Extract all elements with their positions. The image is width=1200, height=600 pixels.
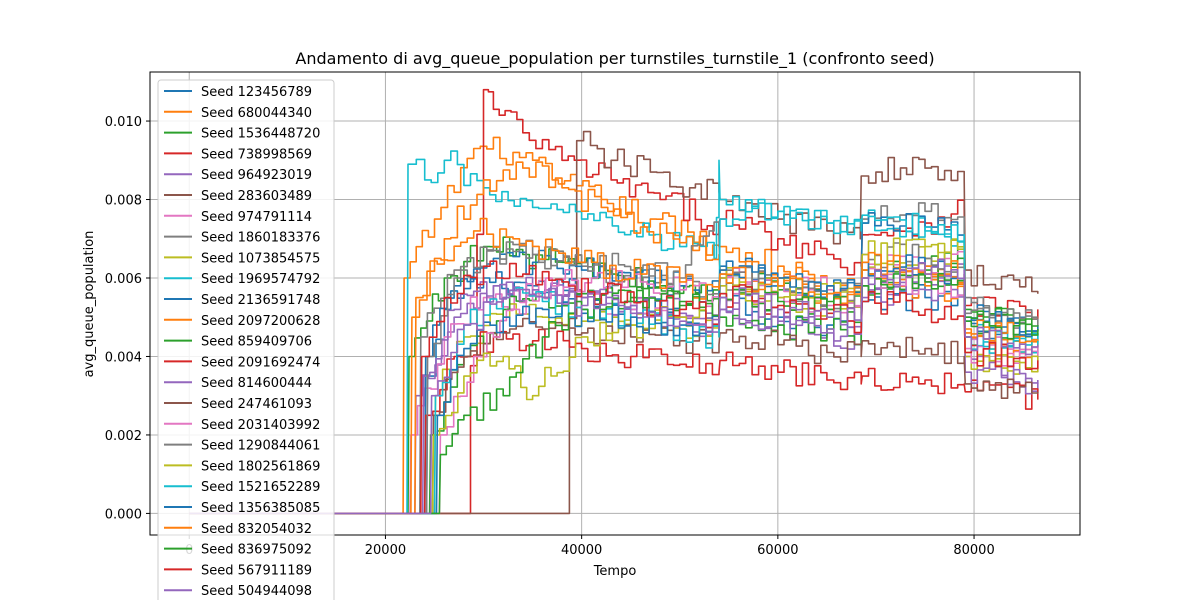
y-axis: 0.000 0.002 0.004 0.006 0.008 0.010	[105, 115, 150, 522]
legend-label: Seed 1860183376	[201, 231, 320, 246]
chart-title: Andamento di avg_queue_population per tu…	[295, 49, 934, 69]
plot-frame	[149, 71, 1081, 536]
legend-label: Seed 567911189	[201, 563, 312, 578]
legend-label: Seed 738998569	[201, 147, 312, 162]
x-tick-label: 60000	[757, 543, 798, 558]
legend-label: Seed 1290844061	[201, 439, 320, 454]
legend-label: Seed 504944098	[201, 584, 312, 599]
series-lines	[189, 88, 1039, 515]
legend-label: Seed 1536448720	[201, 127, 320, 142]
legend-label: Seed 2091692474	[201, 355, 320, 370]
y-tick-label: 0.006	[105, 272, 142, 287]
legend-label: Seed 283603489	[201, 189, 312, 204]
legend: Seed 123456789 Seed 680044340 Seed 1536448…	[157, 79, 335, 600]
x-tick-label: 40000	[561, 543, 602, 558]
y-tick-label: 0.008	[105, 194, 142, 209]
y-axis-label: avg_queue_population	[82, 231, 97, 378]
legend-label: Seed 1356385085	[201, 501, 320, 516]
y-tick-label: 0.000	[105, 507, 142, 522]
series-line	[189, 198, 1039, 515]
legend-label: Seed 247461093	[201, 397, 312, 412]
legend-label: Seed 814600444	[201, 376, 312, 391]
legend-label: Seed 680044340	[201, 106, 312, 121]
legend-label: Seed 1802561869	[201, 459, 320, 474]
legend-label: Seed 2136591748	[201, 293, 320, 308]
legend-label: Seed 123456789	[201, 85, 312, 100]
legend-items: Seed 123456789 Seed 680044340 Seed 1536448…	[164, 85, 320, 599]
legend-label: Seed 836975092	[201, 543, 312, 558]
legend-label: Seed 2031403992	[201, 418, 320, 433]
legend-label: Seed 1969574792	[201, 272, 320, 287]
series-line	[189, 260, 1039, 515]
legend-label: Seed 1521652289	[201, 480, 320, 495]
legend-label: Seed 832054032	[201, 522, 312, 537]
y-tick-label: 0.002	[105, 429, 142, 444]
legend-label: Seed 964923019	[201, 168, 312, 183]
legend-label: Seed 974791114	[201, 210, 312, 225]
legend-label: Seed 2097200628	[201, 314, 320, 329]
series-line	[189, 328, 1039, 515]
series-line	[189, 317, 1039, 515]
x-tick-label: 80000	[953, 543, 994, 558]
series-line	[189, 258, 1039, 515]
legend-box	[157, 79, 335, 600]
y-tick-label: 0.010	[105, 115, 142, 130]
x-tick-label: 20000	[365, 543, 406, 558]
x-axis-label: Tempo	[593, 564, 637, 579]
y-tick-label: 0.004	[105, 350, 142, 365]
legend-label: Seed 859409706	[201, 335, 312, 350]
legend-label: Seed 1073854575	[201, 251, 320, 266]
